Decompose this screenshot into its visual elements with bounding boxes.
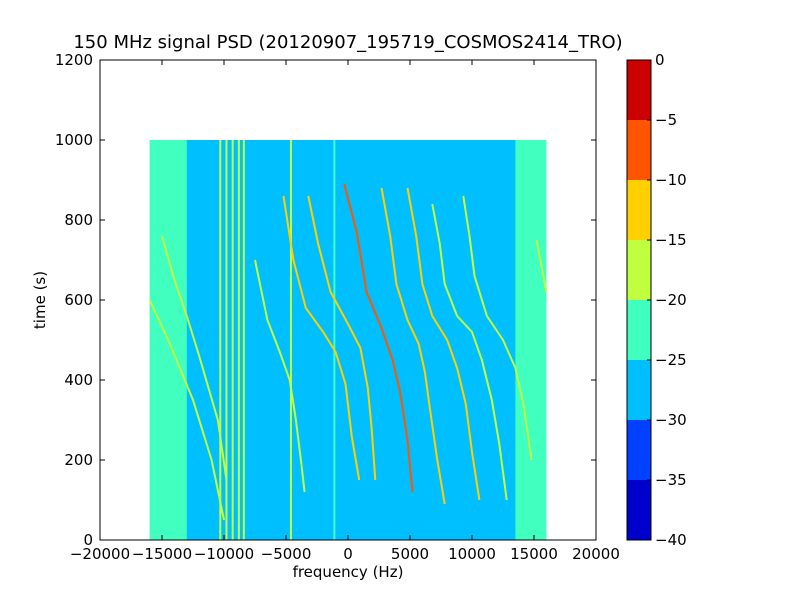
x-tick-label: 0 [343,545,353,563]
x-tick-label: 5000 [391,545,429,563]
colorbar-segment [627,420,651,480]
colorbar-segment [627,480,651,540]
doppler-track [254,259,306,493]
heatmap-cell-core [186,140,516,540]
doppler-track [343,183,414,493]
doppler-track [148,299,225,521]
y-tick-label: 0 [83,531,93,549]
y-tick-label: 200 [64,451,93,469]
colorbar-tick-label: −15 [655,231,687,249]
y-axis-label: time (s) [31,271,49,329]
chart-title: 150 MHz signal PSD (20120907_195719_COSM… [73,32,622,53]
y-tick-label: 1200 [55,51,93,69]
colorbar-segment [627,60,651,120]
colorbar-segment [627,180,651,240]
x-tick-label: 15000 [510,545,558,563]
colorbar-tick-label: −10 [655,171,687,189]
doppler-track [535,239,548,293]
doppler-track [462,195,533,461]
x-tick-label: −20000 [70,545,130,563]
colorbar-tick-label: −20 [655,291,687,309]
doppler-track [161,235,228,481]
x-tick-label: −5000 [261,545,312,563]
doppler-track [431,203,508,501]
colorbar-segment [627,240,651,300]
colorbar-tick-label: −5 [655,111,677,129]
doppler-track [282,195,361,481]
colorbar-segment [627,360,651,420]
x-tick-label: 10000 [448,545,496,563]
colorbar-tick-label: −35 [655,471,687,489]
y-axis: 0 200 400 600 800 1000 1200 [55,51,596,549]
colorbar-segment [627,120,651,180]
x-tick-label: −10000 [194,545,254,563]
y-tick-label: 800 [64,211,93,229]
doppler-track [406,187,481,501]
x-axis: −20000 −15000 −10000 −5000 0 5000 10000 15000 20… [70,60,620,563]
x-tick-label: −15000 [132,545,192,563]
y-tick-label: 1000 [55,131,93,149]
x-axis-label: frequency (Hz) [293,563,404,581]
x-tick-label: 20000 [572,545,620,563]
spectrogram-heatmap [149,140,547,540]
plot-area: −20000 −15000 −10000 −5000 0 5000 10000 15000 20… [55,51,620,563]
y-tick-label: 400 [64,371,93,389]
colorbar-tick-label: −25 [655,351,687,369]
colorbar-tick-label: 0 [655,51,665,69]
doppler-tracks [148,183,548,521]
colorbar-tick-label: −30 [655,411,687,429]
colorbar: −40 −35 −30 −25 −20 −15 −10 −5 0 [626,51,687,549]
doppler-track [307,195,377,481]
colorbar-segment [627,300,651,360]
colorbar-tick-label: −40 [655,531,687,549]
doppler-track [380,187,446,505]
y-tick-label: 600 [64,291,93,309]
